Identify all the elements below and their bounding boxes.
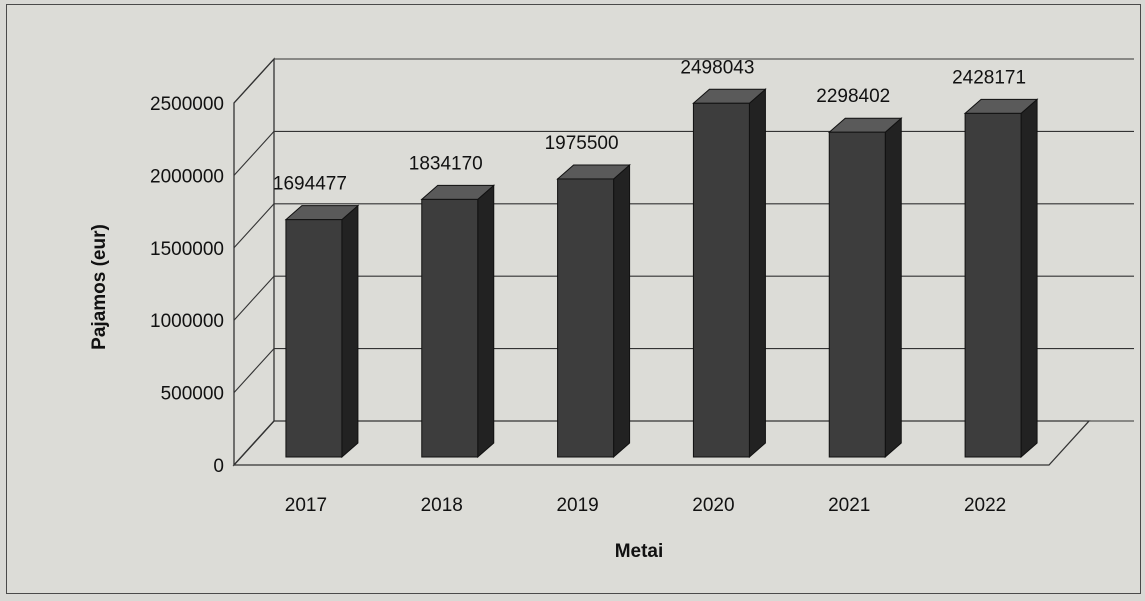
gridline-side bbox=[233, 420, 275, 466]
x-tick-label: 2020 bbox=[692, 495, 734, 516]
y-axis-title: Pajamos (eur) bbox=[89, 224, 110, 350]
y-tick-label: 0 bbox=[213, 456, 224, 477]
gridline-side bbox=[233, 58, 275, 104]
left-wall bbox=[233, 57, 275, 467]
bar-side bbox=[477, 184, 495, 459]
data-label: 2298402 bbox=[816, 86, 890, 107]
x-tick-label: 2021 bbox=[828, 495, 870, 516]
data-label: 1834170 bbox=[409, 153, 483, 174]
bar-side bbox=[341, 204, 359, 459]
gridline-side bbox=[233, 275, 275, 321]
bar bbox=[964, 112, 1022, 458]
bar bbox=[557, 178, 615, 458]
bar-side bbox=[748, 88, 766, 459]
x-tick-label: 2017 bbox=[285, 495, 327, 516]
y-tick-label: 500000 bbox=[161, 384, 224, 405]
x-tick-label: 2019 bbox=[556, 495, 598, 516]
data-label: 1975500 bbox=[545, 133, 619, 154]
x-tick-label: 2018 bbox=[421, 495, 463, 516]
bar-chart: 0 500000 1000000 1500000 2000000 2500000 16944… bbox=[89, 57, 1134, 562]
bar bbox=[421, 198, 479, 458]
bar-side bbox=[1020, 98, 1038, 459]
bar bbox=[692, 102, 750, 458]
data-label: 2428171 bbox=[952, 67, 1026, 88]
x-tick-label: 2022 bbox=[964, 495, 1006, 516]
x-axis-title: Metai bbox=[615, 541, 664, 562]
data-label: 2498043 bbox=[680, 57, 754, 78]
y-tick-label: 1000000 bbox=[150, 311, 224, 332]
data-label: 1694477 bbox=[273, 174, 347, 195]
gridline-side bbox=[233, 348, 275, 393]
gridline-side bbox=[233, 131, 275, 176]
y-tick-label: 2500000 bbox=[150, 94, 224, 115]
y-tick-label: 1500000 bbox=[150, 239, 224, 260]
bar-side bbox=[613, 163, 631, 459]
gridline-side bbox=[233, 203, 275, 249]
floor bbox=[232, 420, 1091, 466]
bar bbox=[828, 131, 886, 458]
bar-side bbox=[884, 117, 902, 459]
chart-frame: 0 500000 1000000 1500000 2000000 2500000 16944… bbox=[6, 4, 1141, 594]
y-tick-label: 2000000 bbox=[150, 166, 224, 187]
bar bbox=[285, 219, 343, 458]
